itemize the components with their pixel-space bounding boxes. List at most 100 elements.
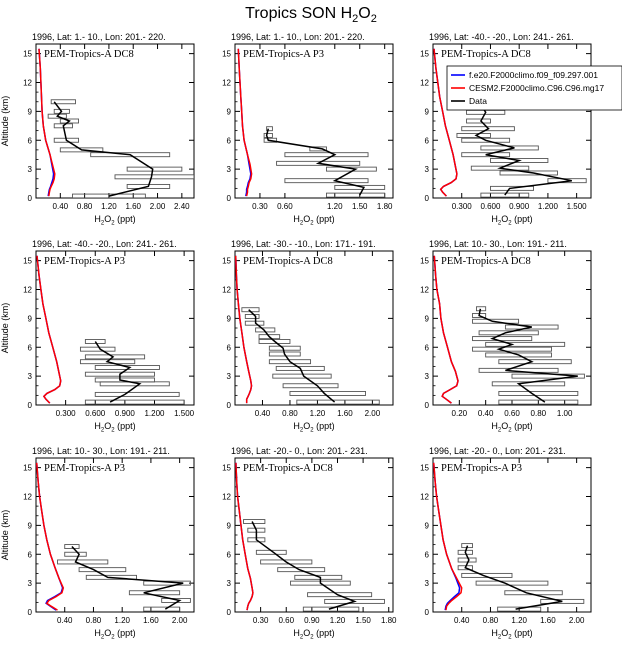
error-bar <box>498 391 579 396</box>
error-bar <box>284 152 369 158</box>
error-bar <box>59 118 79 124</box>
x-tick-label: 0.80 <box>483 616 499 625</box>
x-axis-label-sub: 2 <box>508 428 512 434</box>
model-line-cesm2 <box>36 462 65 611</box>
plot-frame <box>234 43 394 199</box>
data-line <box>53 101 154 197</box>
plot-area <box>36 462 191 612</box>
x-tick-label: 1.50 <box>355 616 371 625</box>
panel-grid: 1996, Lat: 1.- 10., Lon: 201.- 220. 0 3 6 9 1… <box>0 32 622 641</box>
error-bar <box>485 341 566 347</box>
x-tick-label: 0.900 <box>115 409 136 418</box>
x-tick-label: 1.60 <box>125 202 141 211</box>
x-axis-label: H2O2 (ppt) <box>491 628 532 640</box>
error-bar <box>59 147 104 153</box>
y-tick-label: 3 <box>28 579 33 588</box>
y-tick-label: 9 <box>227 107 232 116</box>
data-line <box>94 341 142 403</box>
x-axis-label-sub: 2 <box>508 221 512 227</box>
campaign-label: PEM-Tropics-A P3 <box>44 463 125 474</box>
y-tick-label: 3 <box>227 372 232 381</box>
x-axis-label-sub: 2 <box>498 428 502 434</box>
y-tick-label: 15 <box>23 464 32 473</box>
error-bar <box>258 334 281 340</box>
x-axis-label-part: H <box>491 214 498 224</box>
y-tick-label: 6 <box>28 136 33 145</box>
y-axis-label: Altitude (km) <box>0 510 10 561</box>
x-tick-label: 0.600 <box>480 202 501 211</box>
x-axis-label-part: H <box>293 214 300 224</box>
x-axis-label-part: (ppt) <box>115 628 136 638</box>
x-axis-label-sub: 2 <box>101 221 105 227</box>
x-tick-label: 1.60 <box>337 409 353 418</box>
x-tick-label: 0.30 <box>252 202 268 211</box>
x-axis-label-sub: 2 <box>111 635 115 641</box>
x-tick-label: 1.200 <box>538 202 559 211</box>
y-tick-label: 12 <box>23 493 32 502</box>
error-bar <box>309 146 327 152</box>
error-bar <box>334 184 386 190</box>
y-tick-label: 0 <box>227 401 232 410</box>
x-axis-label: H2O2 (ppt) <box>293 214 334 227</box>
error-bar <box>480 192 530 198</box>
y-tick-label: 15 <box>222 50 231 59</box>
x-tick-label: 0.40 <box>478 409 494 418</box>
x-axis-label-sub: 2 <box>310 635 314 641</box>
x-axis-label-part: H <box>94 628 101 638</box>
data-line <box>248 309 336 403</box>
model-line-f-e20 <box>235 462 254 611</box>
y-tick-label: 6 <box>227 550 232 559</box>
panel-header: 1996, Lat: 1.- 10., Lon: 201.- 220. <box>231 32 365 42</box>
error-bar <box>472 346 552 352</box>
x-axis-label-part: O <box>303 214 310 224</box>
x-axis-label-part: O <box>501 421 508 431</box>
error-bar <box>547 178 587 184</box>
y-tick-label: 15 <box>420 257 429 266</box>
error-bar <box>490 185 534 191</box>
x-tick-label: 0.40 <box>57 616 73 625</box>
error-bar <box>504 324 559 330</box>
y-tick-label: 12 <box>420 286 429 295</box>
y-tick-label: 12 <box>23 79 32 88</box>
x-tick-label: 0.300 <box>452 202 473 211</box>
x-tick-label: 1.200 <box>144 409 165 418</box>
x-axis-label-sub: 2 <box>310 221 314 227</box>
data-line <box>478 308 578 403</box>
error-bar <box>490 158 549 163</box>
model-line-f-e20 <box>433 255 459 404</box>
campaign-label: PEM-Tropics-A DC8 <box>441 49 531 60</box>
model-line-f-e20 <box>433 462 461 611</box>
error-bar <box>461 126 515 132</box>
error-bar <box>294 574 343 580</box>
y-tick-label: 0 <box>425 401 430 410</box>
panel-header: 1996, Lat: -20.- 0., Lon: 201.- 231. <box>429 446 566 456</box>
error-bar <box>143 606 181 612</box>
legend-label: f.e20.F2000climo.f09_f09.297.001 <box>469 70 598 80</box>
y-tick-label: 15 <box>23 50 32 59</box>
campaign-label: PEM-Tropics-A DC8 <box>243 463 333 474</box>
model-line-cesm2 <box>433 255 459 404</box>
y-tick-label: 3 <box>425 372 430 381</box>
error-bar <box>79 359 136 365</box>
x-axis-label-part: O <box>104 628 111 638</box>
error-bar <box>475 580 549 586</box>
error-bar <box>466 118 491 124</box>
panel-header: 1996, Lat: -40.- -20., Lon: 241.- 261. <box>32 239 177 249</box>
error-bar <box>72 193 146 198</box>
error-bar <box>498 359 572 365</box>
x-tick-label: 0.80 <box>531 409 547 418</box>
y-tick-label: 15 <box>23 257 32 266</box>
model-line-f-e20 <box>237 48 252 197</box>
error-bar <box>276 160 361 166</box>
error-bar <box>244 314 260 319</box>
plot-frame <box>35 457 195 613</box>
x-tick-label: 0.900 <box>509 202 530 211</box>
x-tick-label: 1.80 <box>377 202 393 211</box>
error-bar <box>282 383 339 389</box>
panel-header: 1996, Lat: 1.- 10., Lon: 201.- 220. <box>32 32 166 42</box>
error-bar <box>53 108 70 114</box>
y-tick-label: 3 <box>28 165 33 174</box>
y-tick-label: 3 <box>28 372 33 381</box>
error-bar <box>324 598 385 604</box>
